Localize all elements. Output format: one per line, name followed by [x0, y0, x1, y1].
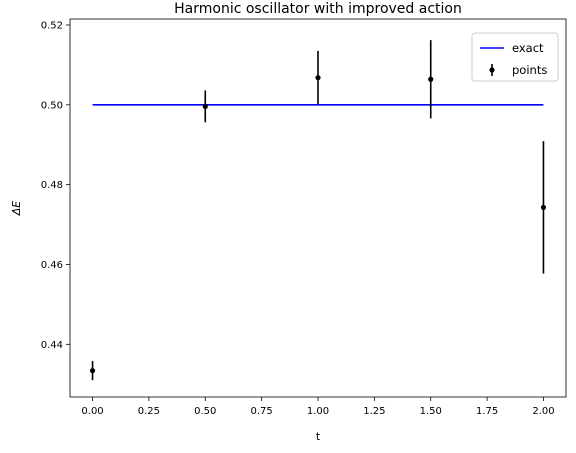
legend-point-swatch: [489, 67, 495, 73]
x-tick-label: 1.75: [476, 406, 498, 417]
y-tick-label: 0.48: [41, 180, 63, 191]
y-tick-label: 0.44: [41, 340, 63, 351]
x-axis: 0.00 0.25 0.50 0.75 1.00 1.25 1.50 1.75 2.00: [81, 397, 555, 417]
plot-layer: [89, 40, 547, 381]
x-axis-label: t: [316, 430, 321, 443]
x-tick-label: 1.50: [420, 406, 442, 417]
legend-label: points: [512, 63, 547, 77]
x-tick-label: 1.00: [307, 406, 329, 417]
data-point: [428, 76, 434, 82]
data-point: [89, 368, 96, 374]
data-point: [202, 103, 208, 110]
y-axis: 0.44 0.46 0.48 0.50 0.52: [41, 20, 70, 351]
x-tick-label: 0.50: [194, 406, 216, 417]
x-tick-label: 0.75: [251, 406, 273, 417]
data-point: [315, 75, 321, 81]
chart-title: Harmonic oscillator with improved action: [174, 1, 462, 17]
x-tick-label: 0.25: [138, 406, 160, 417]
x-tick-label: 0.00: [81, 406, 103, 417]
x-tick-label: 2.00: [532, 406, 554, 417]
y-tick-label: 0.46: [41, 260, 63, 271]
y-tick-label: 0.50: [41, 100, 63, 111]
legend-label: exact: [512, 41, 544, 55]
y-tick-label: 0.52: [41, 20, 63, 31]
legend: exact points: [471, 32, 559, 82]
x-tick-label: 1.25: [363, 406, 385, 417]
y-axis-label: ΔE: [10, 201, 23, 217]
data-point: [540, 204, 547, 211]
